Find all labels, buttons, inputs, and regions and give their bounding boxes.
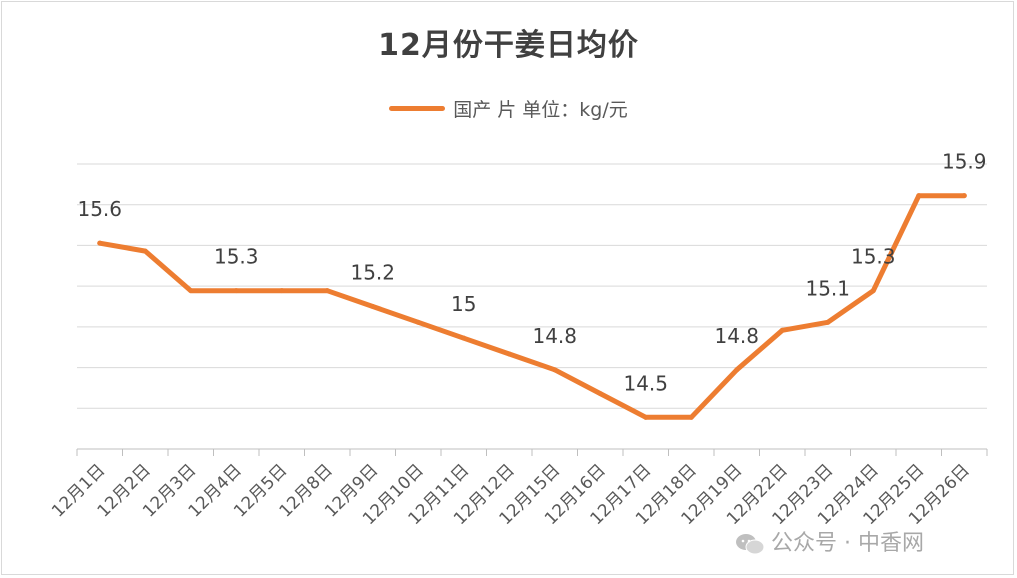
data-label: 15.9 [942,150,987,174]
watermark: 公众号 · 中香网 [735,525,924,557]
data-label: 15.3 [851,245,896,269]
data-label: 15 [451,292,476,316]
data-point [370,304,376,309]
watermark-text: 公众号 · 中香网 [771,531,924,556]
data-point [916,193,922,199]
data-point [415,319,421,325]
data-points [97,193,967,420]
data-point [324,288,330,294]
data-point [779,327,785,333]
legend: 国产 片 单位：kg/元 [0,95,1017,122]
data-label: 15.3 [214,245,259,269]
legend-label: 国产 片 单位：kg/元 [453,99,628,121]
data-point [552,367,558,373]
data-label: 15.2 [350,261,395,285]
data-point [461,335,467,341]
x-tick-labels: 12月1日12月2日12月3日12月4日12月5日12月8日12月9日12月10… [48,460,974,529]
data-point [643,414,649,420]
series-line [97,193,967,420]
gridlines [77,163,987,409]
data-point [597,391,603,397]
data-point [688,414,694,420]
data-point [279,288,285,294]
chart-title: 12月份干姜日均价 [378,28,639,63]
wechat-icon [736,534,765,555]
data-point [825,319,831,325]
data-point [188,288,194,294]
data-point [734,367,740,373]
x-axis-ticks [76,449,988,456]
data-label: 14.8 [532,324,577,348]
data-label: 15.1 [805,276,850,300]
data-point [142,248,148,254]
data-point [233,288,239,294]
data-label: 14.5 [623,371,668,395]
data-label: 15.6 [77,197,122,221]
legend-swatch [389,106,446,111]
data-point [870,288,876,294]
data-point [97,240,103,246]
data-point [506,351,512,357]
data-point [961,193,967,199]
data-label: 14.8 [714,324,759,348]
